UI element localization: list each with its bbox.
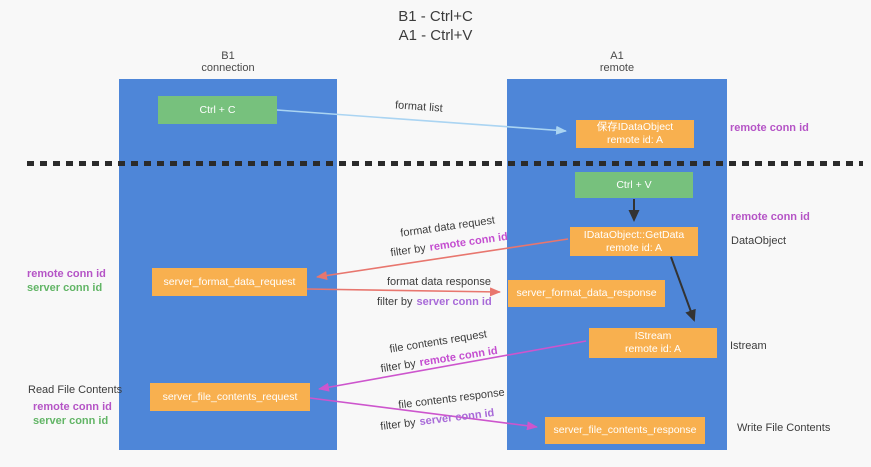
server-file-contents-response-label: server_file_contents_response [553,424,697,436]
label-format-list: format list [394,99,444,115]
diagram-title: B1 - Ctrl+C A1 - Ctrl+V [0,7,871,45]
server-format-data-request-label: server_format_data_request [163,275,296,288]
title-line-1: B1 - Ctrl+C [398,8,473,25]
side-label-left-remote-conn-id-2: remote conn id [33,401,112,413]
title-line-2: A1 - Ctrl+V [398,27,473,44]
ctrl-v-label: Ctrl + V [616,178,652,191]
side-label-istream: Istream [730,340,767,352]
side-label-write-file-contents: Write File Contents [737,422,831,434]
side-label-remote-conn-id-mid: remote conn id [731,211,810,223]
side-label-left-server-conn-id-2: server conn id [33,415,109,427]
node-ctrl-c: Ctrl + C [158,96,277,124]
lane-b1-name: B1 [221,50,235,62]
server-file-contents-request-label: server_file_contents_request [162,390,298,403]
side-label-dataobject: DataObject [731,235,787,247]
label-filter-server-1: filter by server conn id [377,296,492,308]
getdata-line1: IDataObject::GetData [583,228,685,241]
node-server-format-data-request: server_format_data_request [152,268,307,296]
filter-by-text: filter by [379,416,417,433]
node-istream: IStream remote id: A [589,328,717,358]
dashed-divider [27,161,863,166]
lane-a1-role: remote [599,62,635,74]
ctrl-c-label: Ctrl + C [199,103,236,116]
side-label-remote-conn-id-top: remote conn id [730,122,809,134]
save-dataobject-line2: remote id: A [606,134,664,146]
istream-line2: remote id: A [624,343,682,355]
node-save-dataobject: 保存IDataObject remote id: A [576,120,694,148]
side-label-left-remote-conn-id-1: remote conn id [27,268,106,280]
label-format-data-response: format data response [387,276,491,288]
filter-by-text: filter by [377,296,413,308]
lane-header-a1: A1 remote [507,50,727,74]
node-server-file-contents-request: server_file_contents_request [150,383,310,411]
side-label-left-server-conn-id-1: server conn id [27,282,103,294]
lane-a1-name: A1 [610,50,624,62]
server-format-data-response-label: server_format_data_response [516,287,657,299]
server-conn-id-text: server conn id [416,296,492,308]
node-ctrl-v: Ctrl + V [575,172,693,198]
remote-conn-id-text: remote conn id [428,230,509,254]
lane-b1-role: connection [201,62,255,74]
node-idataobject-getdata: IDataObject::GetData remote id: A [570,227,698,256]
getdata-line2: remote id: A [605,241,663,254]
istream-line1: IStream [634,330,672,342]
label-filter-server-2: filter by server conn id [380,407,495,433]
server-conn-id-text: server conn id [418,407,495,429]
save-dataobject-line1: 保存IDataObject [596,121,674,133]
filter-by-text: filter by [379,357,417,376]
node-server-file-contents-response: server_file_contents_response [545,417,705,444]
side-label-read-file-contents: Read File Contents [28,384,123,396]
lane-header-b1: B1 connection [119,50,337,74]
node-server-format-data-response: server_format_data_response [508,280,665,307]
filter-by-text: filter by [389,242,427,260]
